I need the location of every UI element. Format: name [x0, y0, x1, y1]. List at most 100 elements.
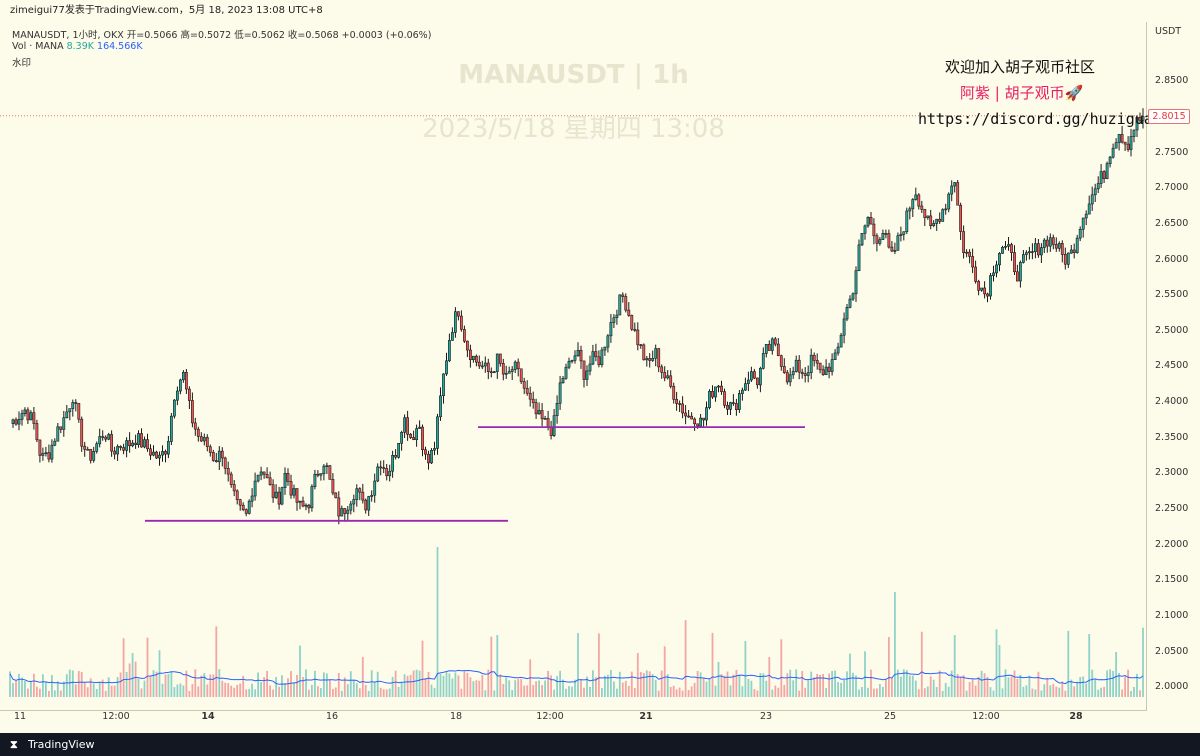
candle: [316, 470, 320, 478]
candle: [208, 444, 212, 457]
volume-bar: [209, 674, 212, 697]
candle: [44, 446, 48, 457]
candle: [890, 241, 894, 253]
volume-bar: [373, 682, 376, 697]
volume-bar: [349, 671, 352, 697]
candle: [265, 467, 269, 479]
volume-bar: [314, 670, 316, 697]
symbol-legend[interactable]: MANAUSDT, 1小时, OKX 开=0.5066 高=0.5072 低=0…: [12, 30, 432, 41]
candle: [1021, 250, 1025, 264]
volume-bar: [290, 671, 292, 697]
candle: [340, 505, 344, 517]
volume-bar: [855, 675, 857, 697]
candle: [833, 349, 837, 360]
promo-link[interactable]: https://discord.gg/huziguanbi: [918, 110, 1180, 128]
volume-bar: [885, 679, 887, 697]
candle: [462, 325, 466, 343]
volume-bar: [1073, 686, 1076, 697]
chart-pane[interactable]: MANAUSDT | 1h 2023/5/18 星期四 13:08 MANAUS…: [0, 22, 1180, 711]
volume-bar: [263, 677, 265, 697]
volume-bar: [56, 681, 59, 697]
volume-bar: [624, 680, 627, 697]
candle: [1102, 170, 1106, 183]
candle: [875, 233, 879, 252]
volume-bar: [122, 638, 125, 697]
volume-bar: [355, 683, 358, 697]
volume-bar: [1067, 630, 1070, 697]
volume-bar: [439, 674, 442, 697]
candle: [53, 438, 57, 447]
candle: [238, 498, 242, 511]
volume-value: 8.39K: [66, 41, 94, 52]
tradingview-logo-icon[interactable]: ⧗: [10, 738, 18, 751]
volume-bar: [1088, 634, 1091, 697]
candle: [379, 460, 383, 476]
time-axis[interactable]: 11 12:00 14 16 18 12:00 21 23 25 12:00 28: [0, 711, 1147, 733]
volume-bar: [358, 688, 361, 697]
volume-bar: [1046, 677, 1049, 697]
volume-bar: [403, 674, 406, 697]
volume-bar: [406, 675, 409, 697]
volume-bar: [15, 680, 17, 697]
brand-name[interactable]: TradingView: [28, 738, 95, 751]
volume-bar: [203, 673, 206, 697]
volume-bar: [879, 684, 881, 697]
volume-bar: [1127, 669, 1129, 697]
publish-info: zimeigui77发表于TradingView.com，5月 18, 2023…: [0, 0, 1200, 22]
candle: [152, 445, 155, 457]
candle: [749, 366, 753, 382]
candle: [699, 414, 703, 428]
volume-bar: [514, 680, 517, 697]
volume-legend[interactable]: Vol · MANA 8.39K 164.566K: [12, 41, 143, 52]
volume-bar: [463, 670, 466, 697]
candle: [29, 410, 33, 421]
volume-bar: [1064, 690, 1067, 697]
time-tick: 12:00: [102, 711, 130, 722]
candle: [956, 180, 960, 206]
volume-bar: [792, 680, 795, 697]
candle: [220, 447, 224, 467]
candle: [161, 445, 164, 462]
volume-bar: [80, 671, 83, 697]
price-axis[interactable]: USDT 2.85002.80002.75002.70002.65002.600…: [1147, 22, 1200, 711]
candle: [651, 350, 655, 362]
candle: [552, 409, 556, 437]
candle: [486, 358, 490, 380]
candle: [851, 292, 855, 301]
price-tick: 2.2000: [1155, 538, 1189, 550]
time-tick: 28: [1069, 711, 1083, 722]
price-chart[interactable]: [0, 22, 1147, 711]
volume-bar: [577, 633, 579, 697]
volume-bar: [714, 685, 717, 697]
volume-bar: [822, 674, 824, 697]
volume-bar: [816, 674, 819, 697]
volume-bar: [1055, 686, 1058, 697]
watermark-indicator-legend[interactable]: 水印: [12, 58, 32, 69]
volume-bar: [738, 674, 741, 697]
volume-bar: [1106, 670, 1108, 697]
candle: [693, 417, 697, 431]
volume-bar: [780, 639, 783, 697]
volume-bar: [520, 679, 523, 697]
candle: [696, 423, 700, 429]
volume-bar: [807, 679, 810, 697]
volume-bar: [1007, 677, 1010, 697]
volume-bar: [1016, 678, 1019, 697]
volume-bar: [690, 686, 693, 697]
volume-bar: [920, 631, 923, 697]
candle: [558, 375, 562, 410]
candle: [427, 450, 430, 470]
volume-bar: [185, 670, 188, 697]
candle: [1034, 238, 1037, 259]
volume-bar: [499, 674, 502, 697]
volume-bar: [1052, 684, 1055, 697]
volume-bar: [1124, 676, 1126, 697]
volume-bar: [616, 688, 618, 697]
candle: [878, 237, 882, 246]
candle: [343, 508, 347, 522]
candle: [1138, 112, 1142, 124]
volume-bar: [284, 683, 286, 697]
volume-bar: [897, 669, 899, 697]
volume-bar: [143, 680, 146, 697]
candle: [211, 449, 215, 462]
